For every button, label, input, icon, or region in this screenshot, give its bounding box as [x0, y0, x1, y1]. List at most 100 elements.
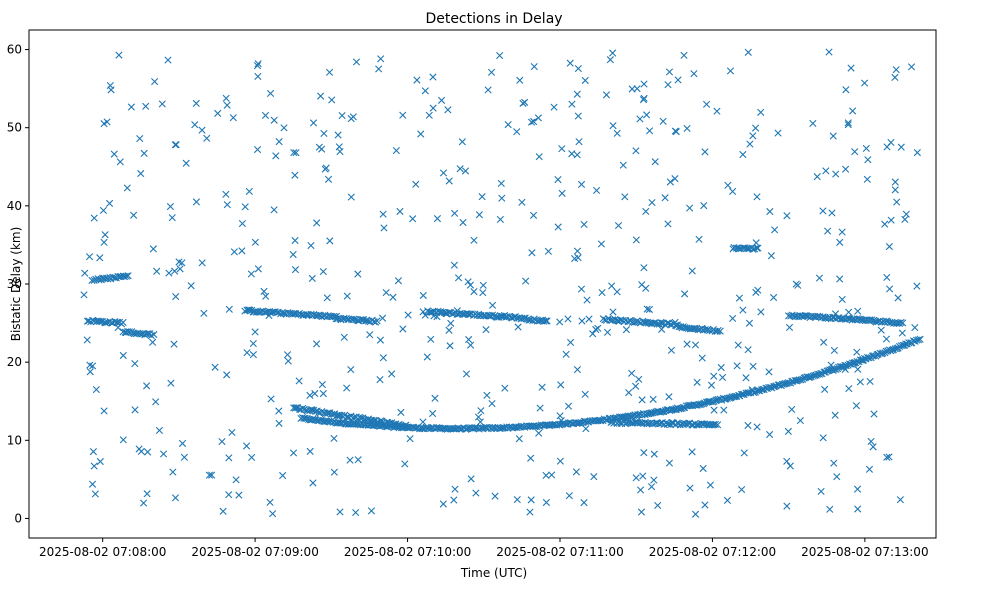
point-noise-1158 [882, 335, 891, 343]
point-noise-1086 [352, 508, 360, 517]
point-noise-1323 [439, 169, 448, 177]
point-noise-979 [558, 189, 566, 197]
point-noise-1140 [382, 288, 390, 297]
point-noise-996 [556, 412, 564, 420]
point-noise-1096 [106, 199, 114, 207]
point-noise-1193 [788, 405, 796, 414]
point-noise-953 [572, 468, 580, 476]
point-noise-1296 [581, 76, 589, 85]
point-noise-1028 [664, 220, 672, 228]
x-tick-label-5: 2025-08-02 07:13:00 [801, 545, 928, 559]
point-noise-1373 [142, 102, 150, 110]
point-noise-964 [530, 117, 538, 126]
point-noise-1013 [262, 292, 270, 300]
point-noise-1291 [291, 236, 299, 245]
point-noise-1399 [865, 465, 874, 473]
point-noise-957 [429, 73, 437, 81]
point-noise-1235 [603, 328, 612, 336]
point-noise-1400 [529, 211, 538, 219]
chart-title: Detections in Delay [425, 11, 562, 27]
point-noise-1306 [830, 459, 838, 467]
point-noise-1463 [477, 407, 485, 415]
point-noise-1064 [602, 91, 611, 99]
point-noise-1459 [639, 472, 647, 480]
point-noise-1483 [388, 370, 396, 378]
point-noise-1397 [881, 220, 889, 228]
point-noise-1288 [483, 391, 491, 399]
point-upper-track-1-444 [144, 329, 152, 338]
point-noise-1266 [683, 340, 691, 348]
point-noise-1389 [827, 361, 835, 369]
point-noise-1081 [522, 277, 530, 285]
point-noise-955 [665, 393, 673, 401]
point-noise-1420 [347, 115, 355, 123]
point-noise-1413 [636, 486, 645, 494]
point-noise-1310 [688, 448, 696, 456]
point-noise-1080 [478, 193, 486, 201]
point-noise-967 [454, 274, 463, 282]
point-noise-1089 [897, 143, 905, 151]
point-noise-1073 [729, 314, 737, 323]
point-noise-1180 [379, 354, 387, 362]
point-upper-track-1-750 [897, 318, 905, 327]
point-noise-1251 [659, 117, 667, 125]
point-noise-1068 [556, 457, 564, 465]
point-noise-1446 [229, 114, 237, 122]
point-noise-1146 [404, 311, 412, 319]
point-noise-981 [152, 398, 160, 406]
point-noise-1161 [680, 290, 689, 298]
point-noise-1052 [248, 453, 256, 461]
point-noise-1454 [81, 269, 89, 277]
point-noise-1108 [205, 471, 214, 479]
point-noise-1448 [638, 396, 646, 404]
point-noise-1046 [548, 471, 556, 479]
point-noise-1254 [733, 362, 741, 370]
point-noise-1232 [671, 175, 679, 183]
point-noise-1272 [891, 178, 899, 186]
point-noise-984 [275, 138, 283, 146]
point-noise-1482 [885, 242, 893, 251]
point-noise-946 [394, 277, 403, 285]
point-noise-1337 [200, 309, 208, 317]
point-noise-1387 [554, 223, 562, 231]
point-noise-1442 [845, 308, 853, 316]
point-noise-1319 [474, 413, 483, 421]
point-noise-1338 [472, 489, 480, 497]
point-noise-1033 [594, 324, 602, 332]
point-noise-1406 [518, 198, 526, 206]
point-noise-1122 [272, 152, 280, 160]
point-noise-1403 [171, 494, 180, 502]
point-noise-1369 [707, 381, 716, 389]
point-noise-1440 [103, 118, 111, 126]
point-noise-1435 [295, 377, 303, 385]
point-noise-1030 [442, 310, 450, 318]
point-noise-1226 [854, 505, 862, 513]
point-noise-1320 [691, 510, 700, 518]
point-noise-1139 [713, 107, 721, 115]
point-noise-1065 [235, 491, 243, 499]
point-noise-1110 [632, 474, 640, 482]
point-noise-968 [635, 375, 643, 383]
point-noise-1443 [175, 258, 183, 266]
point-noise-1198 [166, 202, 175, 211]
point-noise-1244 [706, 481, 715, 489]
point-noise-1185 [140, 149, 148, 157]
point-noise-1339 [640, 94, 648, 102]
point-noise-1170 [461, 167, 470, 175]
point-noise-1138 [550, 103, 558, 111]
point-noise-1117 [648, 320, 656, 328]
point-noise-1322 [149, 245, 157, 253]
point-noise-1131 [851, 148, 859, 156]
point-noise-1383 [501, 384, 509, 392]
point-target-track-curve-302 [757, 386, 766, 394]
point-noise-1478 [757, 108, 765, 116]
x-tick-label-2: 2025-08-02 07:10:00 [344, 545, 471, 559]
point-noise-1480 [419, 418, 427, 426]
point-upper-track-1-424 [112, 318, 121, 326]
point-noise-1090 [683, 124, 691, 133]
point-noise-1414 [249, 339, 257, 348]
point-lower-track-1-776 [328, 410, 336, 418]
point-noise-1381 [701, 148, 709, 156]
point-target-track-curve-405 [914, 336, 923, 344]
